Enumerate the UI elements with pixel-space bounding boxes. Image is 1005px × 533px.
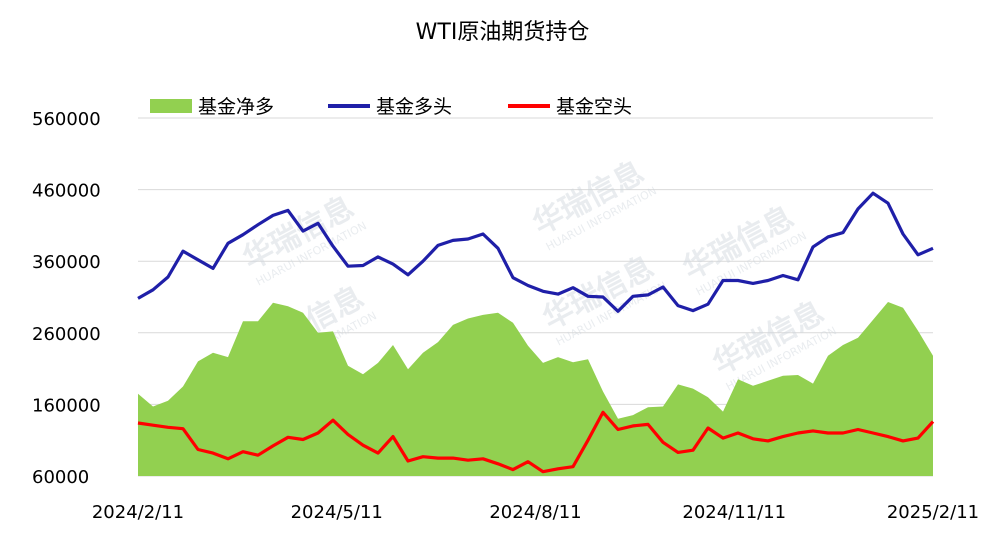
legend-item-long: 基金多头 (328, 92, 452, 119)
series-area-net (138, 302, 933, 476)
legend-label-net: 基金净多 (198, 96, 275, 118)
y-tick-label: 60000 (32, 467, 89, 488)
legend-item-short: 基金空头 (508, 92, 632, 119)
legend: 基金净多 基金多头 基金空头 (0, 92, 1005, 118)
y-tick-label: 460000 (32, 181, 101, 202)
chart-title: WTI原油期货持仓 (415, 20, 590, 45)
y-tick-label: 560000 (32, 109, 101, 130)
legend-label-long: 基金多头 (376, 96, 453, 118)
series-line-long (137, 191, 934, 313)
y-tick-label: 260000 (32, 324, 101, 345)
y-tick-label: 360000 (32, 252, 101, 273)
x-tick-label: 2024/11/11 (682, 502, 786, 523)
x-tick-label: 2024/2/11 (92, 502, 184, 523)
x-tick-label: 2025/2/11 (887, 502, 979, 523)
series-line-short (137, 410, 935, 474)
x-tick-label: 2024/8/11 (489, 502, 581, 523)
legend-swatch-long (328, 103, 370, 108)
legend-swatch-net (150, 98, 192, 113)
y-tick-label: 160000 (32, 395, 101, 416)
legend-swatch-short (508, 103, 550, 108)
legend-label-short: 基金空头 (556, 96, 633, 118)
legend-item-net: 基金净多 (150, 92, 274, 119)
x-tick-label: 2024/5/11 (291, 502, 383, 523)
